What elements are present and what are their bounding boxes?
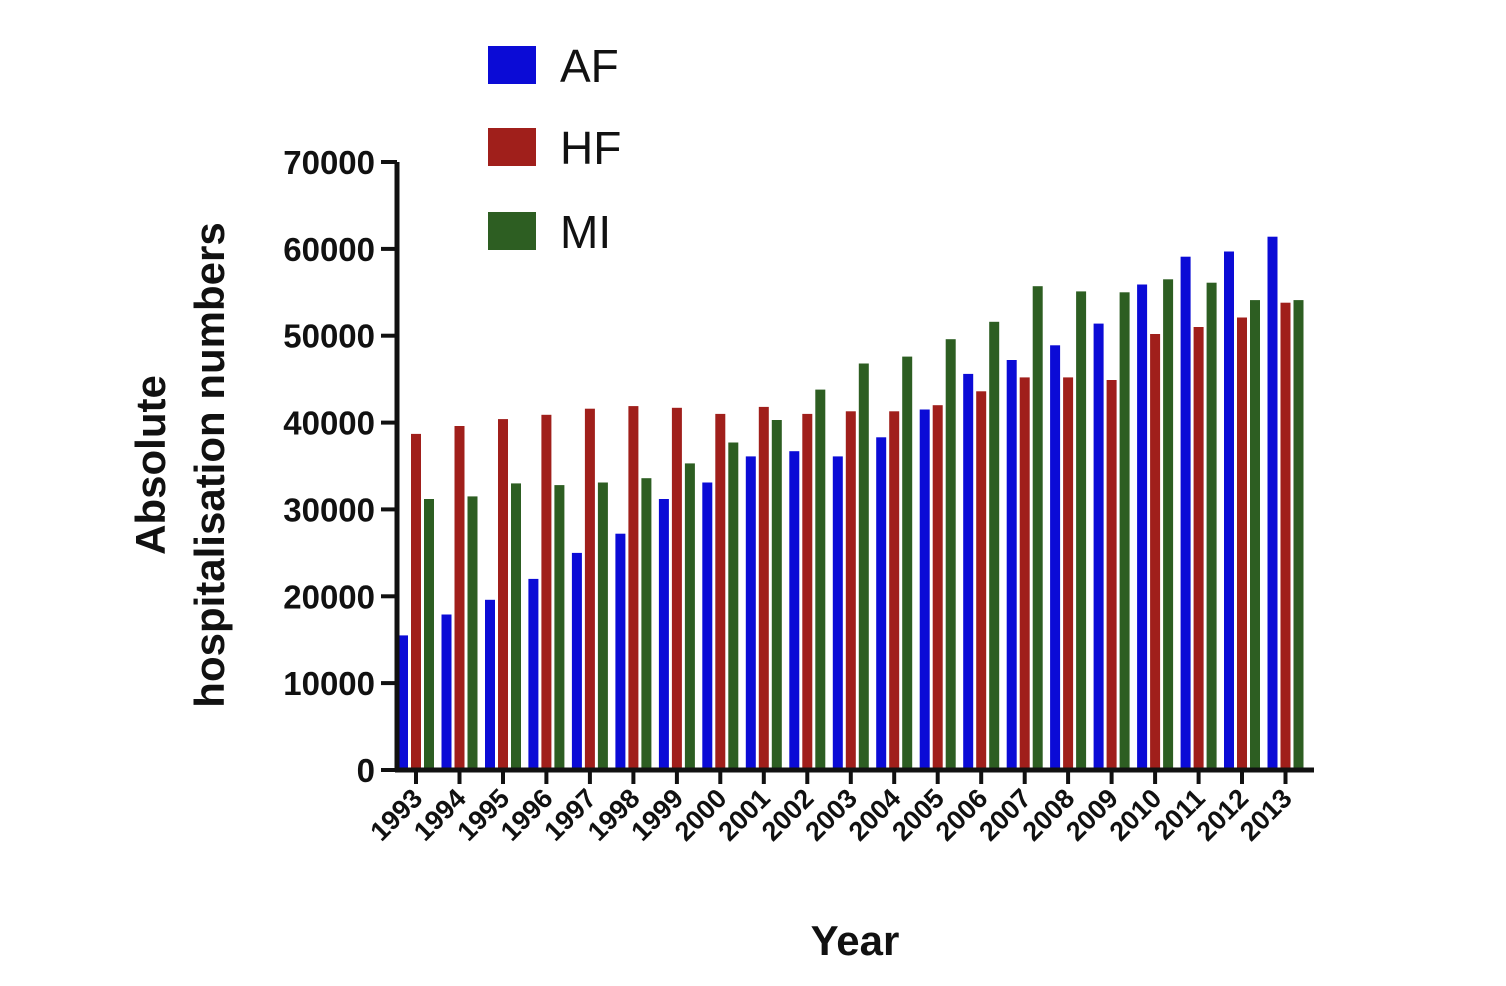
bar-af-1993 bbox=[398, 635, 408, 770]
bar-hf-1997 bbox=[584, 408, 595, 770]
bar-mi-1994 bbox=[467, 496, 478, 770]
bar-hf-1996 bbox=[541, 414, 552, 770]
bar-af-2013 bbox=[1267, 236, 1278, 770]
bar-hf-2000 bbox=[715, 413, 726, 770]
y-tick-label-60000: 60000 bbox=[283, 231, 375, 268]
bar-mi-1993 bbox=[424, 499, 434, 770]
bar-mi-1996 bbox=[554, 485, 565, 770]
bar-hf-1999 bbox=[671, 407, 682, 770]
bar-af-2009 bbox=[1093, 323, 1104, 770]
bar-mi-2011 bbox=[1206, 282, 1217, 770]
bar-af-2003 bbox=[832, 456, 843, 770]
bar-af-1994 bbox=[441, 614, 452, 770]
bar-hf-1993 bbox=[411, 433, 421, 770]
bar-mi-1999 bbox=[684, 463, 695, 770]
bar-mi-2000 bbox=[728, 442, 739, 770]
bar-mi-1998 bbox=[641, 478, 652, 770]
y-tick-label-50000: 50000 bbox=[283, 318, 375, 355]
y-axis-title-line-1: Absolute bbox=[127, 375, 174, 555]
bar-hf-2003 bbox=[845, 411, 856, 770]
bar-hf-2008 bbox=[1063, 377, 1074, 770]
bar-af-2012 bbox=[1224, 251, 1234, 770]
bar-mi-2005 bbox=[945, 339, 956, 770]
bar-hf-2011 bbox=[1193, 327, 1204, 770]
y-tick-label-70000: 70000 bbox=[283, 144, 375, 181]
bar-hf-1994 bbox=[454, 426, 465, 770]
bar-mi-2002 bbox=[815, 389, 826, 770]
bar-mi-2007 bbox=[1032, 286, 1043, 770]
bar-af-2005 bbox=[919, 409, 930, 770]
bar-mi-2001 bbox=[771, 420, 782, 770]
y-tick-label-20000: 20000 bbox=[283, 578, 375, 615]
x-axis-ticks: 1993199419951996199719981999200020012002… bbox=[365, 770, 1298, 847]
bar-af-2000 bbox=[702, 482, 713, 770]
legend-label-mi: MI bbox=[560, 206, 611, 258]
bar-mi-2004 bbox=[902, 356, 913, 770]
x-axis-title: Year bbox=[811, 917, 900, 964]
legend-label-af: AF bbox=[560, 40, 619, 92]
y-tick-label-0: 0 bbox=[357, 752, 375, 789]
legend-label-hf: HF bbox=[560, 122, 621, 174]
bar-af-2004 bbox=[876, 437, 887, 770]
bar-af-1999 bbox=[658, 499, 669, 770]
bar-af-2010 bbox=[1137, 284, 1148, 770]
y-axis-title-line-2: hospitalisation numbers bbox=[186, 222, 233, 707]
bar-mi-1997 bbox=[597, 482, 608, 770]
bar-hf-2009 bbox=[1106, 380, 1117, 770]
bar-af-1995 bbox=[485, 599, 495, 770]
bars-group bbox=[398, 236, 1304, 770]
bar-hf-2010 bbox=[1150, 334, 1161, 770]
bar-mi-1995 bbox=[511, 483, 521, 770]
bar-af-2006 bbox=[963, 373, 974, 770]
legend-swatch-hf bbox=[488, 128, 536, 166]
bar-mi-2008 bbox=[1076, 291, 1087, 770]
bar-af-1997 bbox=[571, 552, 582, 770]
bar-mi-2013 bbox=[1293, 300, 1304, 770]
x-tick-label-2013: 2013 bbox=[1234, 783, 1298, 847]
bar-hf-2006 bbox=[976, 391, 987, 770]
bar-hf-1998 bbox=[628, 406, 639, 770]
bar-af-2001 bbox=[745, 456, 756, 770]
bar-hf-2007 bbox=[1019, 377, 1030, 770]
bar-hf-2004 bbox=[889, 411, 900, 770]
bar-af-2008 bbox=[1050, 345, 1061, 770]
bar-af-2007 bbox=[1006, 360, 1017, 770]
y-axis-ticks: 0 10000 20000 30000 40000 50000 60000 70000 bbox=[283, 144, 397, 789]
legend-swatch-af bbox=[488, 46, 536, 84]
bar-mi-2003 bbox=[858, 363, 869, 770]
bar-mi-2006 bbox=[989, 321, 1000, 770]
bar-af-1996 bbox=[528, 578, 539, 770]
bar-hf-2005 bbox=[932, 405, 943, 770]
bar-hf-2001 bbox=[758, 406, 769, 770]
bar-mi-2010 bbox=[1163, 279, 1174, 770]
bar-hf-2013 bbox=[1280, 302, 1291, 770]
bar-mi-2012 bbox=[1250, 300, 1260, 770]
legend-swatch-mi bbox=[488, 212, 536, 250]
bar-hf-2012 bbox=[1237, 317, 1247, 770]
legend: AF HF MI bbox=[488, 40, 621, 258]
y-tick-label-10000: 10000 bbox=[283, 665, 375, 702]
bar-hf-1995 bbox=[498, 419, 508, 770]
bar-af-2002 bbox=[789, 451, 800, 770]
bar-mi-2009 bbox=[1119, 292, 1130, 770]
bar-hf-2002 bbox=[802, 413, 813, 770]
y-tick-label-40000: 40000 bbox=[283, 405, 375, 442]
bar-af-2011 bbox=[1180, 256, 1191, 770]
y-tick-label-30000: 30000 bbox=[283, 491, 375, 528]
bar-af-1998 bbox=[615, 533, 626, 770]
